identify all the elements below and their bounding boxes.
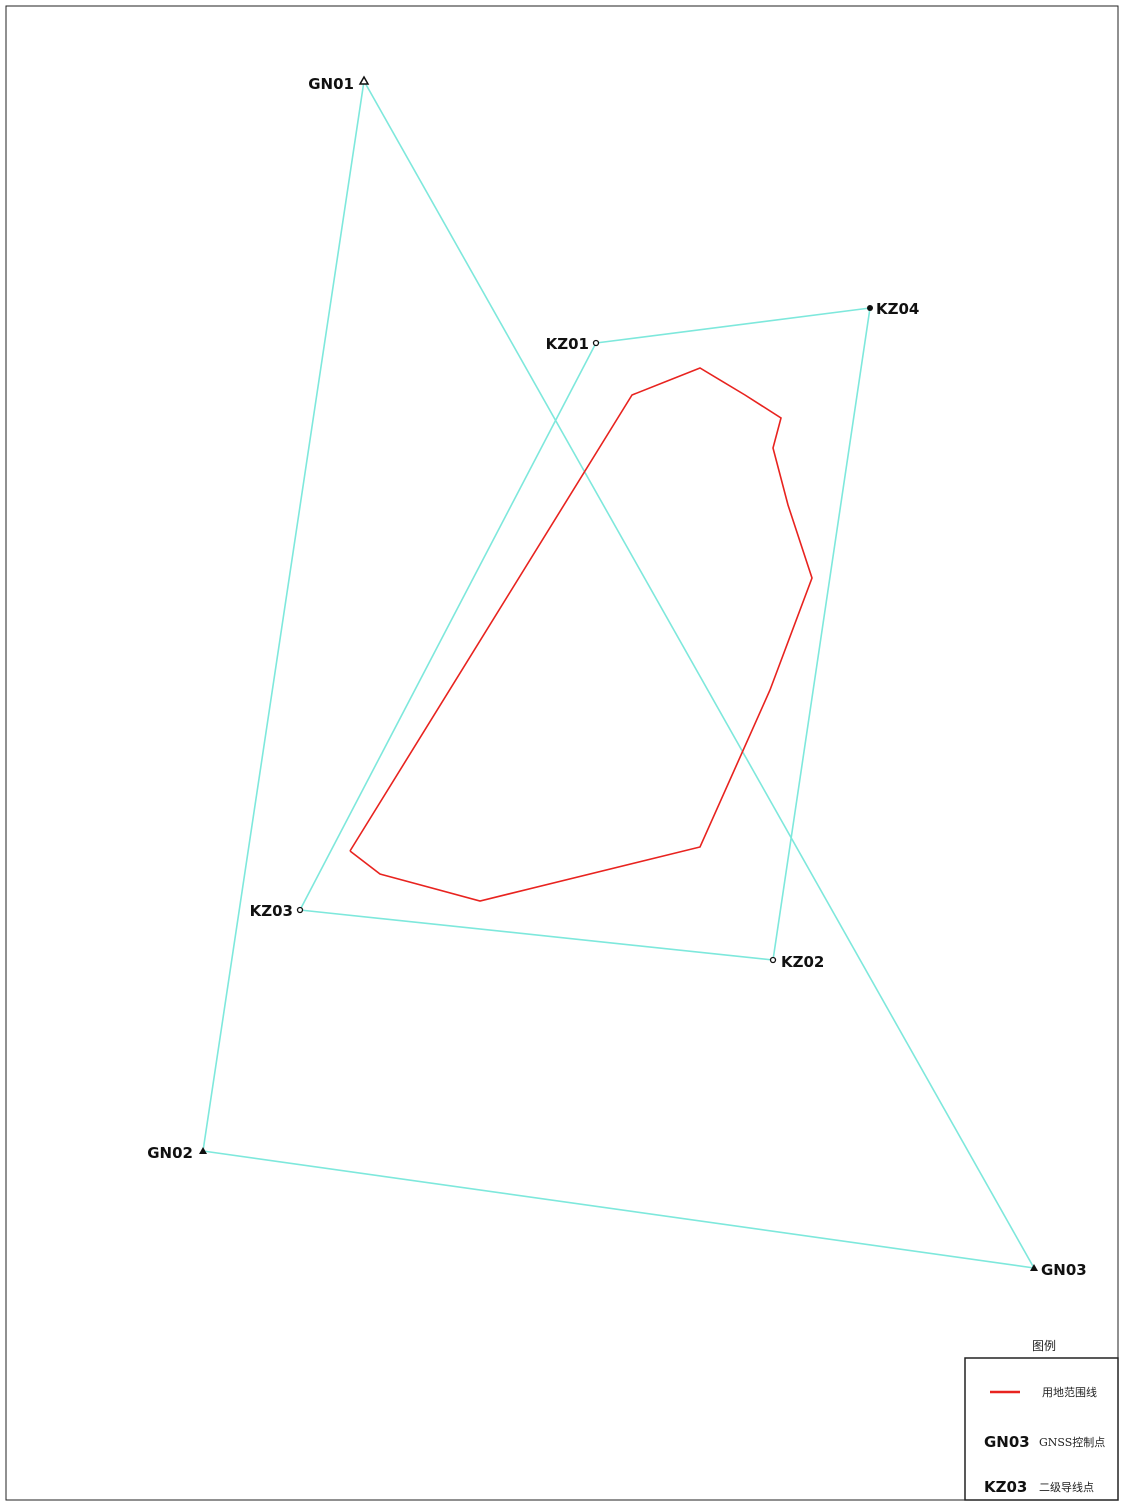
land-boundary-line xyxy=(349,367,813,902)
map-frame xyxy=(5,5,1119,1501)
network-edge-gn02-gn03 xyxy=(202,1150,1035,1269)
triangle-filled-marker-icon xyxy=(1030,1264,1038,1271)
triangle-filled-marker-icon xyxy=(199,1147,207,1154)
circle-filled-marker-icon xyxy=(867,305,873,311)
network-edge-gn03-gn01 xyxy=(363,80,1035,1269)
point-label-gn02: GN02 xyxy=(147,1144,193,1162)
circle-open-marker-icon xyxy=(769,956,777,964)
point-label-gn01: GN01 xyxy=(308,75,354,93)
network-edge-kz03-kz01 xyxy=(299,342,597,911)
point-label-kz02: KZ02 xyxy=(781,953,824,971)
network-edge-kz01-kz04 xyxy=(595,307,871,344)
control-network xyxy=(202,80,1035,1269)
network-edge-kz04-kz02 xyxy=(772,307,871,961)
point-label-kz04: KZ04 xyxy=(876,300,919,318)
triangle-open-marker-icon xyxy=(358,75,370,85)
legend-box xyxy=(964,1357,1119,1501)
legend-title: 图例 xyxy=(1032,1339,1056,1353)
network-edge-gn01-gn02 xyxy=(202,80,365,1152)
legend-item-traverse-code: KZ03 xyxy=(984,1478,1027,1496)
point-label-gn03: GN03 xyxy=(1041,1261,1087,1279)
point-label-kz03: KZ03 xyxy=(250,902,293,920)
legend-item-gnss-code: GN03 xyxy=(984,1433,1030,1451)
legend-item-boundary-label: 用地范围线 xyxy=(1042,1385,1097,1399)
legend: 图例 用地范围线 GN03 GNSS控制点 KZ03 二级导线点 xyxy=(964,1339,1119,1501)
circle-open-marker-icon xyxy=(296,906,304,914)
legend-item-traverse-label: 二级导线点 xyxy=(1039,1480,1094,1494)
control-points: GN01 GN02 GN03 KZ01 KZ02 KZ03 KZ04 xyxy=(147,75,1087,1279)
legend-item-gnss-label: GNSS控制点 xyxy=(1039,1435,1105,1449)
circle-open-marker-icon xyxy=(592,339,600,347)
network-edge-kz02-kz03 xyxy=(299,909,774,961)
point-label-kz01: KZ01 xyxy=(546,335,589,353)
